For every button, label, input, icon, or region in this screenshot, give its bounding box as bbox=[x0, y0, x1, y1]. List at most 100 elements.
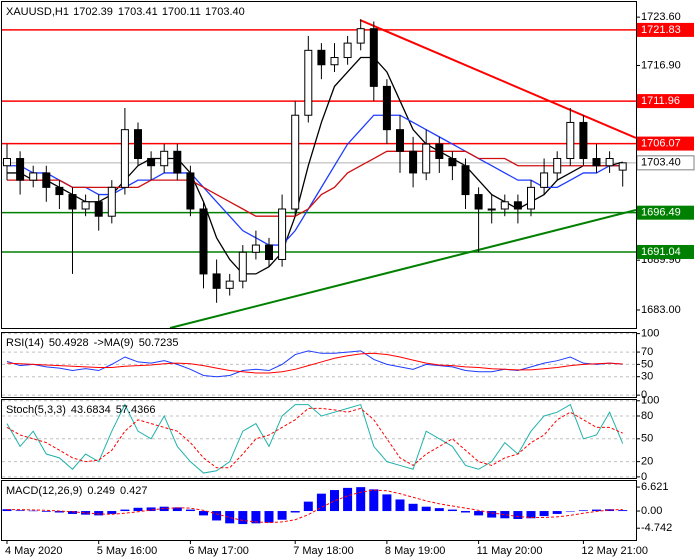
candle-body bbox=[527, 186, 535, 210]
histogram-bar bbox=[54, 511, 64, 513]
x-tick-label: 4 May 2020 bbox=[5, 545, 62, 557]
candle-body bbox=[55, 186, 64, 196]
histogram-bar bbox=[68, 511, 77, 514]
candle-body bbox=[265, 244, 273, 260]
candle-body bbox=[68, 194, 77, 210]
histogram-bar bbox=[290, 511, 300, 513]
histogram-bar bbox=[303, 501, 313, 512]
candle-body bbox=[147, 158, 156, 167]
current-price-label: 1703.40 bbox=[641, 157, 681, 169]
candle-body bbox=[396, 129, 404, 152]
histogram-bar bbox=[277, 511, 287, 520]
candle-body bbox=[304, 49, 313, 116]
y-tick-label: 0 bbox=[641, 471, 647, 483]
x-tick-label: 6 May 17:00 bbox=[188, 545, 249, 557]
candle-body bbox=[3, 158, 11, 167]
candle-body bbox=[356, 28, 365, 44]
histogram-bar bbox=[552, 511, 562, 514]
header-part: Stoch(5,3,3) bbox=[6, 404, 66, 416]
candle-body bbox=[500, 201, 509, 210]
level-tag-label: 1721.83 bbox=[641, 24, 681, 36]
y-tick-label: 30 bbox=[641, 371, 653, 383]
candle-body bbox=[238, 251, 247, 282]
indicator-line bbox=[7, 489, 623, 524]
pane-header: XAUUSD,H1 1702.39 1703.41 1700.11 1703.40 bbox=[6, 6, 245, 18]
y-tick-label: 1716.90 bbox=[641, 59, 681, 71]
candle-body bbox=[94, 201, 103, 217]
histogram-bar bbox=[395, 499, 405, 512]
level-tag-label: 1691.04 bbox=[641, 246, 681, 258]
candle-body bbox=[474, 194, 483, 210]
header-part: MACD(12,26,9) bbox=[6, 485, 82, 497]
pane-header: MACD(12,26,9) 0.249 0.427 bbox=[6, 485, 147, 497]
candle-body bbox=[251, 244, 260, 253]
histogram-bar bbox=[539, 511, 549, 517]
histogram-bar bbox=[578, 510, 588, 512]
candle-body bbox=[134, 129, 142, 160]
histogram-bar bbox=[369, 489, 379, 512]
candle-body bbox=[16, 158, 25, 181]
level-tag bbox=[637, 136, 694, 151]
histogram-bar bbox=[212, 511, 222, 521]
candle-body bbox=[448, 158, 457, 167]
x-tick-label: 12 May 21:00 bbox=[581, 545, 648, 557]
indicator-line bbox=[6, 352, 623, 374]
level-tag-label: 1706.07 bbox=[641, 137, 681, 149]
histogram-bar bbox=[356, 487, 366, 512]
candle-body bbox=[566, 121, 575, 160]
candle-body bbox=[173, 150, 182, 174]
pane-frames bbox=[1, 1, 637, 541]
histogram-bar bbox=[592, 509, 601, 512]
y-tick-label: 80 bbox=[641, 410, 653, 422]
y-tick-label: 0.00 bbox=[641, 505, 662, 517]
level-tag bbox=[637, 94, 694, 109]
candle-body bbox=[579, 121, 588, 160]
histogram-bar bbox=[172, 507, 182, 512]
histogram-bar bbox=[15, 510, 25, 512]
candle-body bbox=[160, 150, 169, 167]
header-part: 1703.40 bbox=[205, 6, 245, 18]
histogram-bar bbox=[316, 493, 326, 512]
x-tick-label: 11 May 20:00 bbox=[477, 545, 543, 557]
y-tick-label: 70 bbox=[641, 346, 653, 358]
indicator-line bbox=[6, 403, 624, 474]
y-tick-label: 50 bbox=[641, 358, 653, 370]
candle-body bbox=[212, 273, 221, 289]
y-tick-label: 1723.60 bbox=[641, 11, 681, 23]
histogram-bar bbox=[447, 509, 457, 512]
header-part: 1703.41 bbox=[118, 6, 158, 18]
header-part: ->MA(9) bbox=[94, 337, 134, 349]
level-tag bbox=[637, 22, 694, 37]
header-part: 0.427 bbox=[120, 485, 148, 497]
histogram-bar bbox=[199, 511, 208, 516]
x-tick-label: 8 May 19:00 bbox=[385, 545, 446, 557]
histogram-bar bbox=[382, 494, 392, 512]
histogram-bar bbox=[474, 511, 484, 516]
y-tick-label: 0 bbox=[641, 389, 647, 401]
histogram-bar bbox=[264, 511, 274, 523]
level-tag-label: 1696.49 bbox=[641, 207, 681, 219]
pane-header: Stoch(5,3,3) 43.6834 57.4366 bbox=[6, 404, 155, 416]
histogram-bar bbox=[421, 506, 431, 512]
x-tick-label: 5 May 16:00 bbox=[97, 545, 158, 557]
histogram-bar bbox=[238, 511, 248, 525]
histogram-bar bbox=[81, 511, 91, 515]
histogram-bar bbox=[251, 511, 261, 524]
y-tick-label: 50 bbox=[641, 433, 653, 445]
candle-body bbox=[461, 165, 470, 196]
histogram-bar bbox=[41, 511, 51, 512]
candle-body bbox=[369, 28, 378, 87]
candle-body bbox=[513, 201, 522, 210]
histogram-bar bbox=[120, 509, 130, 512]
header-part: RSI(14) bbox=[6, 337, 44, 349]
histogram-bar bbox=[408, 503, 418, 512]
rsi-pane bbox=[1, 332, 637, 398]
resistance-trendline bbox=[359, 19, 637, 139]
candle-body bbox=[81, 201, 90, 210]
histogram-bar bbox=[461, 511, 470, 513]
main-pane bbox=[1, 1, 637, 329]
histogram-bar bbox=[487, 511, 497, 518]
histogram-bar bbox=[28, 510, 38, 512]
y-tick-label: 100 bbox=[641, 328, 659, 340]
